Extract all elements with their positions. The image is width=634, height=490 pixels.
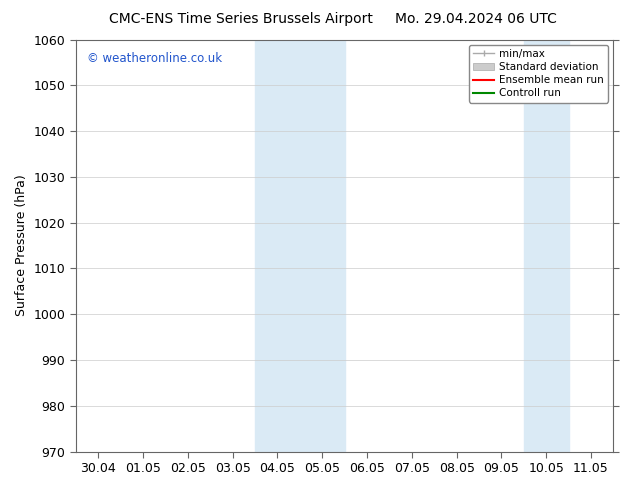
Text: Mo. 29.04.2024 06 UTC: Mo. 29.04.2024 06 UTC (394, 12, 557, 26)
Text: © weatheronline.co.uk: © weatheronline.co.uk (87, 52, 222, 65)
Text: CMC-ENS Time Series Brussels Airport: CMC-ENS Time Series Brussels Airport (109, 12, 373, 26)
Legend: min/max, Standard deviation, Ensemble mean run, Controll run: min/max, Standard deviation, Ensemble me… (469, 45, 608, 102)
Bar (524, 40, 569, 452)
Bar (300, 40, 345, 452)
Y-axis label: Surface Pressure (hPa): Surface Pressure (hPa) (15, 175, 28, 317)
Bar (255, 40, 300, 452)
